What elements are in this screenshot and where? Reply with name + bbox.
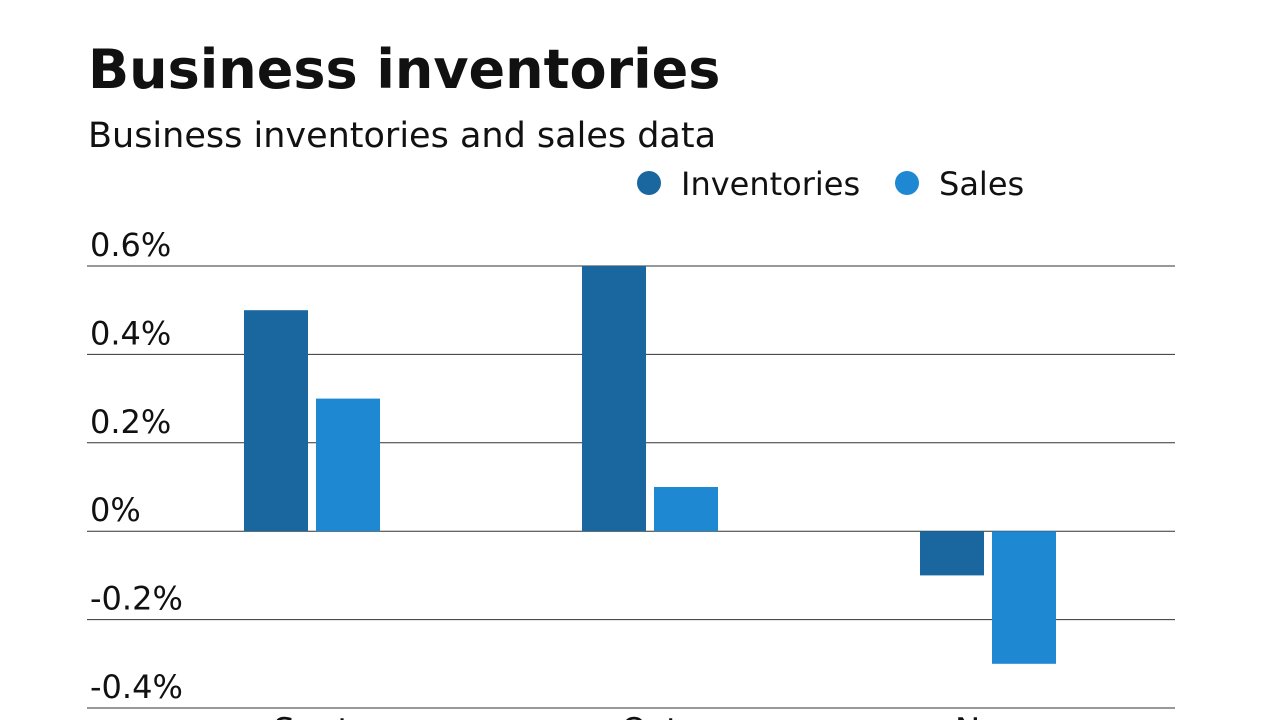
bar [920,531,984,576]
bar [992,531,1056,664]
y-tick-label: 0.4% [90,314,171,352]
y-tick-label: 0% [90,491,141,529]
x-tick-label: Nov [955,711,1021,720]
bar [654,487,718,532]
chart-title: Business inventories [88,38,720,101]
bar [316,398,380,532]
legend-label: Inventories [681,165,860,203]
legend-marker [895,171,919,195]
legend-label: Sales [939,165,1024,203]
y-tick-label: -0.4% [90,668,183,706]
y-tick-label: 0.2% [90,403,171,441]
legend-marker [637,171,661,195]
y-tick-label: -0.2% [90,580,183,618]
bar [244,310,308,532]
chart-subtitle: Business inventories and sales data [88,116,716,156]
bar [582,266,646,532]
y-tick-label: 0.6% [90,226,171,264]
x-tick-label: Sept [273,711,350,720]
x-tick-label: Oct [621,711,680,720]
